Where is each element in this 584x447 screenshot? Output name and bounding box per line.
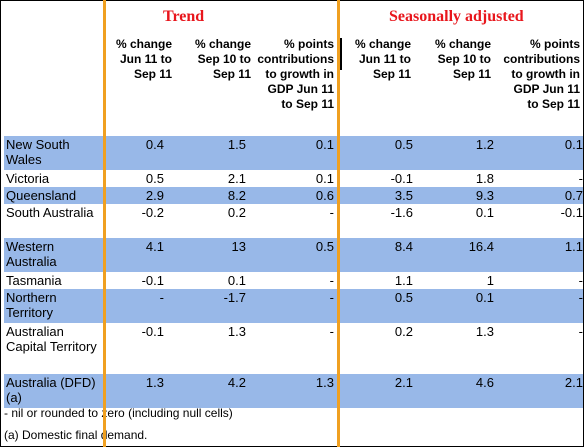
value-cell: -0.1 [390,171,413,186]
value-cell: 0.1 [475,205,494,220]
value-cell: 9.3 [475,188,494,203]
value-cell: 0.5 [315,239,334,254]
col-header-trend-contrib: % points contributions to growth in GDP … [257,37,334,111]
value-cell: 0.2 [227,205,246,220]
value-cell: - [159,290,164,305]
value-cell: -0.1 [560,205,583,220]
value-cell: 2.1 [227,171,246,186]
trend-group-title: Trend [163,8,205,25]
value-cell: 1 [486,273,494,288]
value-cell: 0.1 [227,273,246,288]
value-cell: 0.4 [145,137,164,152]
table-row: Australia (DFD)(a) 1.3 4.2 1.3 2.1 4.6 2.1 [4,374,583,408]
table-row: Queensland 2.9 8.2 0.6 3.5 9.3 0.7 [4,187,583,204]
value-cell: 1.8 [475,171,494,186]
value-cell: - [578,290,583,305]
value-cell: 2.9 [145,188,164,203]
value-cell: 0.1 [475,290,494,305]
region-label: Tasmania [6,273,62,288]
region-label: Northern Territory [6,290,57,320]
value-cell: 0.2 [394,324,413,339]
table-row: Victoria 0.5 2.1 0.1 -0.1 1.8 - [4,170,583,187]
value-cell: 1.3 [145,375,164,390]
table-row: Australian Capital Territory -0.1 1.3 - 0.2 1… [4,323,583,374]
value-cell: 8.4 [394,239,413,254]
footnote-dfd: (a) Domestic final demand. [4,428,148,442]
value-cell: 0.1 [315,137,334,152]
table-row: South Australia -0.2 0.2 - -1.6 0.1 -0.1 [4,204,583,238]
value-cell: 1.3 [315,375,334,390]
column-divider-mark [339,38,342,70]
value-cell: 1.1 [394,273,413,288]
col-header-trend-qtr: % change Jun 11 to Sep 11 [115,37,172,81]
region-label: Western Australia [6,239,57,269]
col-header-sa-annual: % change Sep 10 to Sep 11 [434,37,491,81]
value-cell: 1.3 [475,324,494,339]
value-cell: 16.4 [468,239,494,254]
value-cell: 3.5 [394,188,413,203]
table-row: Tasmania -0.1 0.1 - 1.1 1 - [4,272,583,289]
value-cell: 2.1 [394,375,413,390]
value-cell: -1.7 [223,290,246,305]
value-cell: - [329,290,334,305]
table-row: Northern Territory - -1.7 - 0.5 0.1 - [4,289,583,323]
region-label: New South Wales [6,137,70,167]
value-cell: 0.1 [315,171,334,186]
seasonal-divider [337,0,340,447]
region-label: South Australia [6,205,94,220]
value-cell: 4.6 [475,375,494,390]
value-cell: 4.2 [227,375,246,390]
value-cell: -0.1 [141,324,164,339]
value-cell: 2.1 [564,375,583,390]
value-cell: - [578,171,583,186]
footnote-nil: - nil or rounded to zero (including null… [4,406,233,420]
trend-divider [103,0,106,447]
value-cell: 13 [231,239,246,254]
value-cell: 1.5 [227,137,246,152]
value-cell: - [578,324,583,339]
value-cell: - [329,205,334,220]
col-header-sa-contrib: % points contributions to growth in GDP … [503,37,580,111]
value-cell: - [329,273,334,288]
value-cell: -0.2 [141,205,164,220]
value-cell: 8.2 [227,188,246,203]
value-cell: 0.1 [564,137,583,152]
value-cell: 0.5 [145,171,164,186]
value-cell: 0.6 [315,188,334,203]
region-label: Queensland [6,188,77,203]
value-cell: 0.5 [394,290,413,305]
value-cell: 0.7 [564,188,583,203]
value-cell: 1.3 [227,324,246,339]
region-label: Victoria [6,171,50,186]
seasonally-adjusted-group-title: Seasonally adjusted [389,8,524,25]
value-cell: - [578,273,583,288]
value-cell: - [329,324,334,339]
value-cell: 0.5 [394,137,413,152]
value-cell: 1.2 [475,137,494,152]
region-label: Australia (DFD)(a) [6,375,96,405]
value-cell: -0.1 [141,273,164,288]
value-cell: 1.1 [564,239,583,254]
region-label: Australian Capital Territory [6,324,97,354]
col-header-sa-qtr: % change Jun 11 to Sep 11 [354,37,411,81]
value-cell: -1.6 [390,205,413,220]
value-cell: 4.1 [145,239,164,254]
table-row: Western Australia 4.1 13 0.5 8.4 16.4 1.1 [4,238,583,272]
table-row: New South Wales 0.4 1.5 0.1 0.5 1.2 0.1 [4,136,583,170]
col-header-trend-annual: % change Sep 10 to Sep 11 [194,37,251,81]
